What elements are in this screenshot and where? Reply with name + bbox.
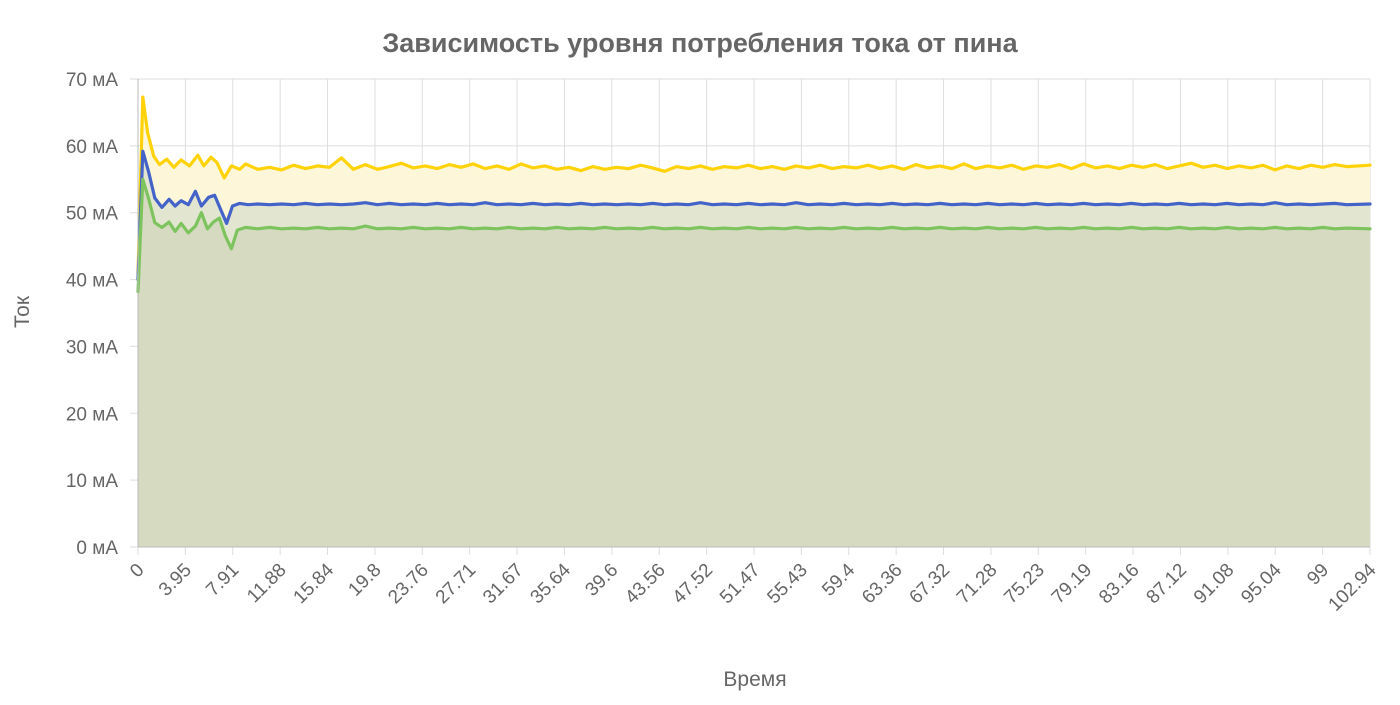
series-areas <box>138 97 1370 548</box>
x-tick-label: 11.88 <box>243 560 290 607</box>
x-tick-label: 83.16 <box>1095 560 1143 608</box>
series-line-2 <box>136 149 1372 282</box>
x-tick-label: 35.64 <box>527 559 576 608</box>
y-tick-label: 60 мА <box>66 137 118 158</box>
y-tick-label: 30 мА <box>66 337 118 358</box>
y-tick-label: 50 мА <box>66 204 118 225</box>
y-tick-label: 70 мА <box>66 70 118 91</box>
y-tick-label: 20 мА <box>66 404 118 425</box>
x-tick-label: 79.19 <box>1048 560 1096 608</box>
x-tick-label: 59.4 <box>818 559 859 600</box>
x-tick-label: 27.71 <box>432 560 480 608</box>
y-tick-label: 10 мА <box>66 471 118 492</box>
x-tick-label: 15.84 <box>290 559 339 608</box>
x-axis-title: Время <box>723 668 786 691</box>
series-line-3 <box>136 177 1372 294</box>
x-tick-label: 3.95 <box>155 560 196 601</box>
x-tick-label: 91.08 <box>1190 560 1238 608</box>
x-tick-label: 71.28 <box>953 560 1001 608</box>
x-tick-label: 23.76 <box>384 560 432 608</box>
x-tick-label: 95.04 <box>1237 559 1286 608</box>
x-tick-label: 75.23 <box>1000 560 1048 608</box>
series-line-1 <box>136 95 1372 275</box>
x-tick-label: 67.32 <box>906 560 954 608</box>
y-tick-label: 0 мА <box>76 538 118 559</box>
series-area-3 <box>138 179 1370 548</box>
x-tick-label: 99 <box>1303 560 1333 590</box>
x-tick-label: 39.6 <box>581 560 622 601</box>
x-tick-label: 19.8 <box>344 560 385 601</box>
x-tick-label: 63.36 <box>858 560 906 608</box>
x-tick-label: 51.47 <box>716 560 764 608</box>
x-tick-label: 0 <box>126 560 148 582</box>
x-tick-label: 87.12 <box>1143 560 1191 608</box>
y-tick-label: 40 мА <box>66 271 118 292</box>
x-tick-label: 102.94 <box>1325 559 1381 615</box>
series-lines <box>136 95 1372 294</box>
x-tick-label: 55.43 <box>763 560 811 608</box>
x-tick-label: 47.52 <box>669 560 717 608</box>
x-tick-label: 43.56 <box>621 560 669 608</box>
chart-title: Зависимость уровня потребления тока от п… <box>382 28 1018 58</box>
y-axis-title: Ток <box>11 295 34 328</box>
x-tick-label: 31.67 <box>479 560 527 608</box>
x-tick-label: 7.91 <box>202 560 243 601</box>
